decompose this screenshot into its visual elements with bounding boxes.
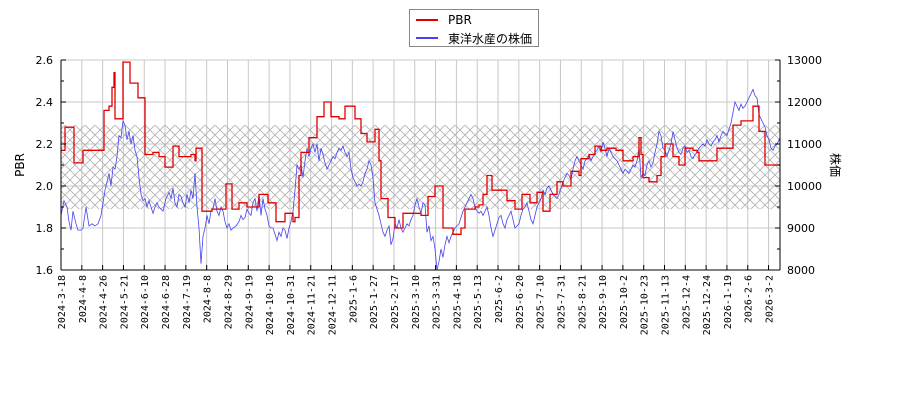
x-tick-label: 2025-8-21 [577, 275, 588, 329]
x-tick-label: 2024-8-29 [223, 275, 234, 329]
x-tick-label: 2025-6-20 [515, 275, 526, 329]
x-tick-label: 2025-12-4 [681, 275, 692, 329]
y-axis-left-ticks: 1.6 1.8 2.0 2.2 2.4 2.6 [36, 54, 66, 277]
y-left-tick-label: 2.2 [36, 138, 54, 151]
x-tick-label: 2024-9-19 [244, 275, 255, 329]
y-axis-left-title: PBR [13, 153, 27, 177]
y-right-tick-label: 12000 [787, 96, 822, 109]
x-tick-label: 2024-10-10 [265, 275, 276, 335]
legend-swatch-pbr [416, 19, 438, 21]
x-axis-ticks: 2024-3-18 2024-4-8 2024-4-26 2024-5-21 2024-… [57, 265, 776, 335]
x-tick-label: 2024-10-31 [286, 275, 297, 335]
x-tick-label: 2024-4-8 [78, 275, 89, 323]
x-tick-label: 2025-4-18 [452, 275, 463, 329]
x-tick-label: 2024-4-26 [99, 275, 110, 329]
y-right-tick-label: 13000 [787, 54, 822, 67]
y-right-tick-label: 10000 [787, 180, 822, 193]
x-tick-label: 2024-11-21 [307, 275, 318, 335]
x-tick-label: 2024-7-19 [182, 275, 193, 329]
x-tick-label: 2025-1-6 [348, 275, 359, 323]
legend-label-stock-price: 東洋水産の株価 [448, 31, 533, 46]
x-tick-label: 2025-12-24 [702, 275, 713, 335]
y-left-tick-label: 1.6 [36, 264, 54, 277]
y-right-tick-label: 8000 [787, 264, 815, 277]
y-left-tick-label: 2.4 [36, 96, 54, 109]
pbr-path [61, 61, 780, 235]
y-right-tick-label: 11000 [787, 138, 822, 151]
stock-price-line [60, 88, 781, 271]
x-tick-label: 2025-10-2 [619, 275, 630, 329]
y-axis-right-title: 株価 [828, 153, 843, 177]
y-left-tick-label: 2.0 [36, 180, 54, 193]
x-tick-label: 2025-6-2 [494, 275, 505, 323]
x-tick-label: 2024-8-8 [203, 275, 214, 323]
y-axis-right-ticks: 8000 9000 10000 11000 12000 13000 [775, 54, 822, 277]
x-tick-label: 2026-1-19 [723, 275, 734, 329]
x-tick-label: 2025-7-10 [536, 275, 547, 329]
x-tick-label: 2025-1-27 [369, 275, 380, 329]
legend-item-stock-price: 東洋水産の株価 [410, 29, 532, 47]
x-tick-label: 2025-11-13 [661, 275, 672, 335]
x-tick-label: 2024-12-11 [328, 275, 339, 335]
y-left-tick-label: 1.8 [36, 222, 54, 235]
y-left-tick-label: 2.6 [36, 54, 54, 67]
x-tick-label: 2025-10-23 [640, 275, 651, 335]
x-tick-label: 2026-2-6 [744, 275, 755, 323]
legend-item-pbr: PBR [410, 11, 472, 29]
shaded-band [61, 125, 780, 210]
x-tick-label: 2024-6-28 [161, 275, 172, 329]
x-tick-label: 2025-3-31 [432, 275, 443, 329]
x-tick-label: 2025-3-10 [411, 275, 422, 329]
crosshatch-band [61, 125, 780, 210]
pbr-line [61, 61, 780, 235]
x-tick-label: 2024-6-10 [140, 275, 151, 329]
x-tick-label: 2025-7-31 [556, 275, 567, 329]
x-tick-label: 2024-5-21 [119, 275, 130, 329]
legend: PBR 東洋水産の株価 [409, 9, 539, 47]
x-tick-label: 2025-5-13 [473, 275, 484, 329]
legend-label-pbr: PBR [448, 13, 472, 27]
x-tick-label: 2026-3-2 [765, 275, 776, 323]
x-tick-label: 2024-3-18 [57, 275, 68, 329]
x-tick-label: 2025-9-10 [598, 275, 609, 329]
x-tick-label: 2025-2-17 [390, 275, 401, 329]
y-right-tick-label: 9000 [787, 222, 815, 235]
stock-price-path [60, 88, 781, 271]
legend-swatch-stock-price [416, 37, 438, 39]
